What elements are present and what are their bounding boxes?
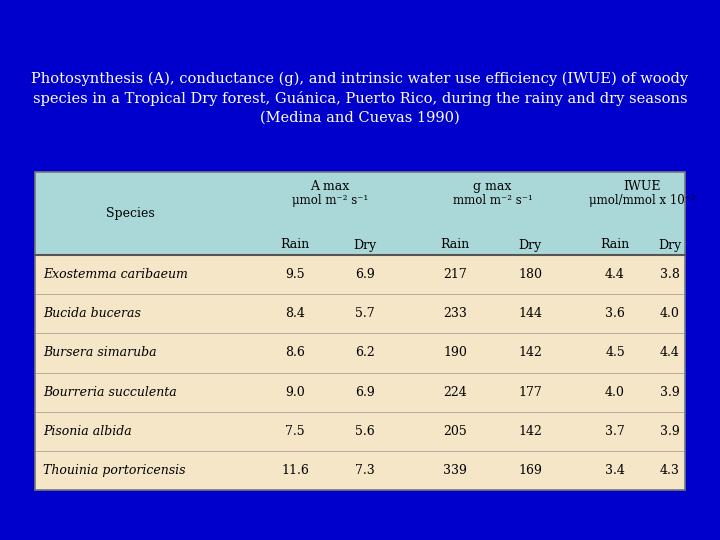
Text: 205: 205	[443, 425, 467, 438]
Text: 4.4: 4.4	[660, 347, 680, 360]
Text: Rain: Rain	[600, 239, 629, 252]
Text: Photosynthesis (A), conductance (g), and intrinsic water use efficiency (IWUE) o: Photosynthesis (A), conductance (g), and…	[32, 72, 688, 125]
Text: 6.2: 6.2	[355, 347, 375, 360]
Text: Dry: Dry	[354, 239, 377, 252]
Text: 169: 169	[518, 464, 542, 477]
Text: 9.5: 9.5	[285, 268, 305, 281]
Text: g max: g max	[473, 180, 512, 193]
Text: 5.6: 5.6	[355, 425, 375, 438]
Text: 142: 142	[518, 425, 542, 438]
Text: 190: 190	[443, 347, 467, 360]
FancyBboxPatch shape	[35, 172, 685, 255]
Text: 233: 233	[443, 307, 467, 320]
Text: 3.7: 3.7	[605, 425, 625, 438]
Text: 11.6: 11.6	[281, 464, 309, 477]
Text: Bucida buceras: Bucida buceras	[43, 307, 141, 320]
Text: Rain: Rain	[441, 239, 469, 252]
Text: 144: 144	[518, 307, 542, 320]
Text: 217: 217	[443, 268, 467, 281]
Text: 3.8: 3.8	[660, 268, 680, 281]
Text: mmol m⁻² s⁻¹: mmol m⁻² s⁻¹	[453, 194, 532, 207]
Text: A max: A max	[310, 180, 350, 193]
Text: μmol/mmol x 10⁻²: μmol/mmol x 10⁻²	[589, 194, 696, 207]
Text: 224: 224	[443, 386, 467, 399]
Text: Species: Species	[106, 207, 154, 220]
Text: 3.9: 3.9	[660, 425, 680, 438]
Text: 3.9: 3.9	[660, 386, 680, 399]
Text: Bourreria succulenta: Bourreria succulenta	[43, 386, 176, 399]
Text: 7.3: 7.3	[355, 464, 375, 477]
Text: 4.0: 4.0	[605, 386, 625, 399]
Text: 180: 180	[518, 268, 542, 281]
Text: 4.4: 4.4	[605, 268, 625, 281]
Text: 4.3: 4.3	[660, 464, 680, 477]
FancyBboxPatch shape	[35, 255, 685, 490]
Text: Bursera simaruba: Bursera simaruba	[43, 347, 157, 360]
Text: IWUE: IWUE	[624, 180, 661, 193]
Text: Rain: Rain	[280, 239, 310, 252]
Text: Pisonia albida: Pisonia albida	[43, 425, 132, 438]
Text: Dry: Dry	[518, 239, 541, 252]
Text: 8.6: 8.6	[285, 347, 305, 360]
Text: μmol m⁻² s⁻¹: μmol m⁻² s⁻¹	[292, 194, 368, 207]
Text: 5.7: 5.7	[355, 307, 375, 320]
Text: 3.6: 3.6	[605, 307, 625, 320]
Text: 4.5: 4.5	[605, 347, 625, 360]
Text: Thouinia portoricensis: Thouinia portoricensis	[43, 464, 186, 477]
Text: 6.9: 6.9	[355, 386, 375, 399]
Text: 7.5: 7.5	[285, 425, 305, 438]
Text: Dry: Dry	[658, 239, 682, 252]
Text: 4.0: 4.0	[660, 307, 680, 320]
Text: 142: 142	[518, 347, 542, 360]
Text: 339: 339	[443, 464, 467, 477]
Text: 177: 177	[518, 386, 542, 399]
Text: 8.4: 8.4	[285, 307, 305, 320]
Text: 6.9: 6.9	[355, 268, 375, 281]
Text: 9.0: 9.0	[285, 386, 305, 399]
Text: Exostemma caribaeum: Exostemma caribaeum	[43, 268, 188, 281]
Text: 3.4: 3.4	[605, 464, 625, 477]
